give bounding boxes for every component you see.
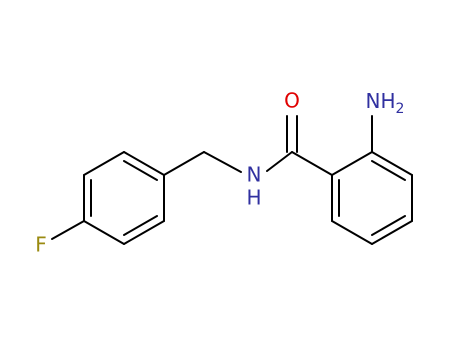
- bonds: [51, 115, 413, 245]
- atom-subscript: 2: [396, 101, 405, 117]
- bond: [83, 220, 125, 245]
- atom-label: NH: [366, 89, 396, 113]
- bond: [163, 151, 205, 176]
- atom-label: NH2: [366, 89, 405, 118]
- bond: [331, 220, 373, 245]
- bond: [371, 151, 413, 176]
- bond: [291, 151, 333, 176]
- atom-label: H: [246, 186, 261, 210]
- bond: [331, 151, 373, 176]
- bond: [123, 151, 165, 176]
- bond: [123, 160, 158, 181]
- bond: [371, 215, 406, 236]
- bond: [83, 151, 125, 176]
- bond: [51, 220, 85, 240]
- bond: [123, 220, 165, 245]
- atom-label: N: [247, 163, 262, 187]
- bond: [371, 220, 413, 245]
- bond: [371, 160, 406, 181]
- bond: [123, 215, 158, 236]
- bond: [203, 151, 242, 173]
- atom-label: F: [35, 233, 47, 257]
- bond: [266, 151, 293, 172]
- atom-label: O: [284, 89, 300, 113]
